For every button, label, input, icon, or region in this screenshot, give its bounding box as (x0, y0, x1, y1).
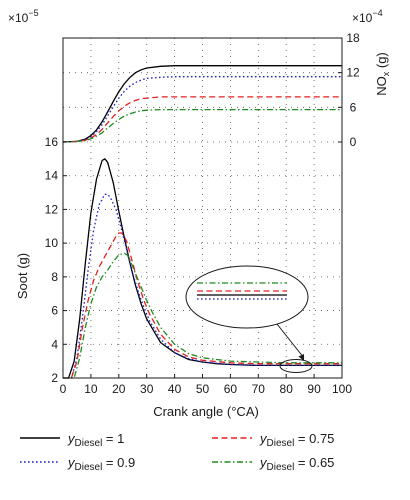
legend-label-1: yDiesel = 1 (67, 431, 124, 449)
nox-line-3 (62, 96, 342, 143)
zoom-arrow-head (298, 354, 304, 361)
soot-line-3 (63, 232, 342, 379)
nox-line-1 (62, 65, 342, 143)
soot-tick-label: 8 (51, 270, 58, 284)
x-axis-label: Crank angle (°CA) (153, 404, 259, 419)
x-tick-label: 0 (60, 382, 67, 396)
x-tick-label: 60 (224, 382, 238, 396)
soot-tick-label: 4 (51, 337, 58, 351)
x-tick-label: 30 (140, 382, 154, 396)
x-tick-label: 40 (168, 382, 182, 396)
soot-tick-label: 14 (45, 169, 59, 183)
nox-tick-label: 6 (350, 100, 357, 114)
soot-tick-label: 10 (45, 236, 59, 250)
x-tick-label: 10 (84, 382, 98, 396)
soot-line-4 (63, 252, 342, 379)
legend-label-4: yDiesel = 0.65 (259, 455, 334, 473)
zoom-detail-lines (197, 282, 287, 300)
soot-axis-label: Soot (g) (15, 253, 30, 299)
nox-line-2 (62, 76, 342, 143)
x-tick-label: 90 (307, 382, 321, 396)
series-lines (62, 65, 342, 379)
grid (63, 37, 342, 378)
x-tick-label: 100 (332, 382, 352, 396)
nox-axis-label: NOx (g) (374, 52, 391, 96)
x-tick-label: 50 (196, 382, 210, 396)
nox-multiplier: ×10−4 (352, 8, 383, 25)
x-tick-label: 20 (112, 382, 126, 396)
soot-line-2 (63, 193, 342, 379)
nox-tick-label: 0 (350, 135, 357, 149)
soot-line-1 (63, 158, 342, 379)
zoom-callout-ellipse (185, 265, 309, 329)
zoom-target-ellipse (279, 359, 313, 373)
nox-tick-label: 12 (346, 66, 360, 80)
soot-tick-label: 12 (45, 202, 59, 216)
axis-ticks: 0 10 20 30 40 50 60 70 80 90 100 2 4 6 8 10 12 14 16 0 6 12 18 (45, 31, 360, 396)
soot-tick-label: 6 (51, 304, 58, 318)
soot-tick-label: 2 (51, 371, 58, 385)
legend: yDiesel = 1 yDiesel = 0.75 yDiesel = 0.9 yD… (20, 431, 334, 473)
zoom-annotation (185, 265, 313, 373)
soot-multiplier: ×10−5 (8, 8, 39, 25)
nox-line-4 (62, 108, 342, 143)
legend-label-3: yDiesel = 0.75 (259, 431, 334, 449)
nox-tick-label: 18 (346, 31, 360, 45)
x-tick-label: 80 (280, 382, 294, 396)
x-tick-label: 70 (252, 382, 266, 396)
soot-tick-label: 16 (45, 135, 59, 149)
legend-label-2: yDiesel = 0.9 (67, 455, 135, 473)
zoom-arrow (276, 323, 305, 359)
